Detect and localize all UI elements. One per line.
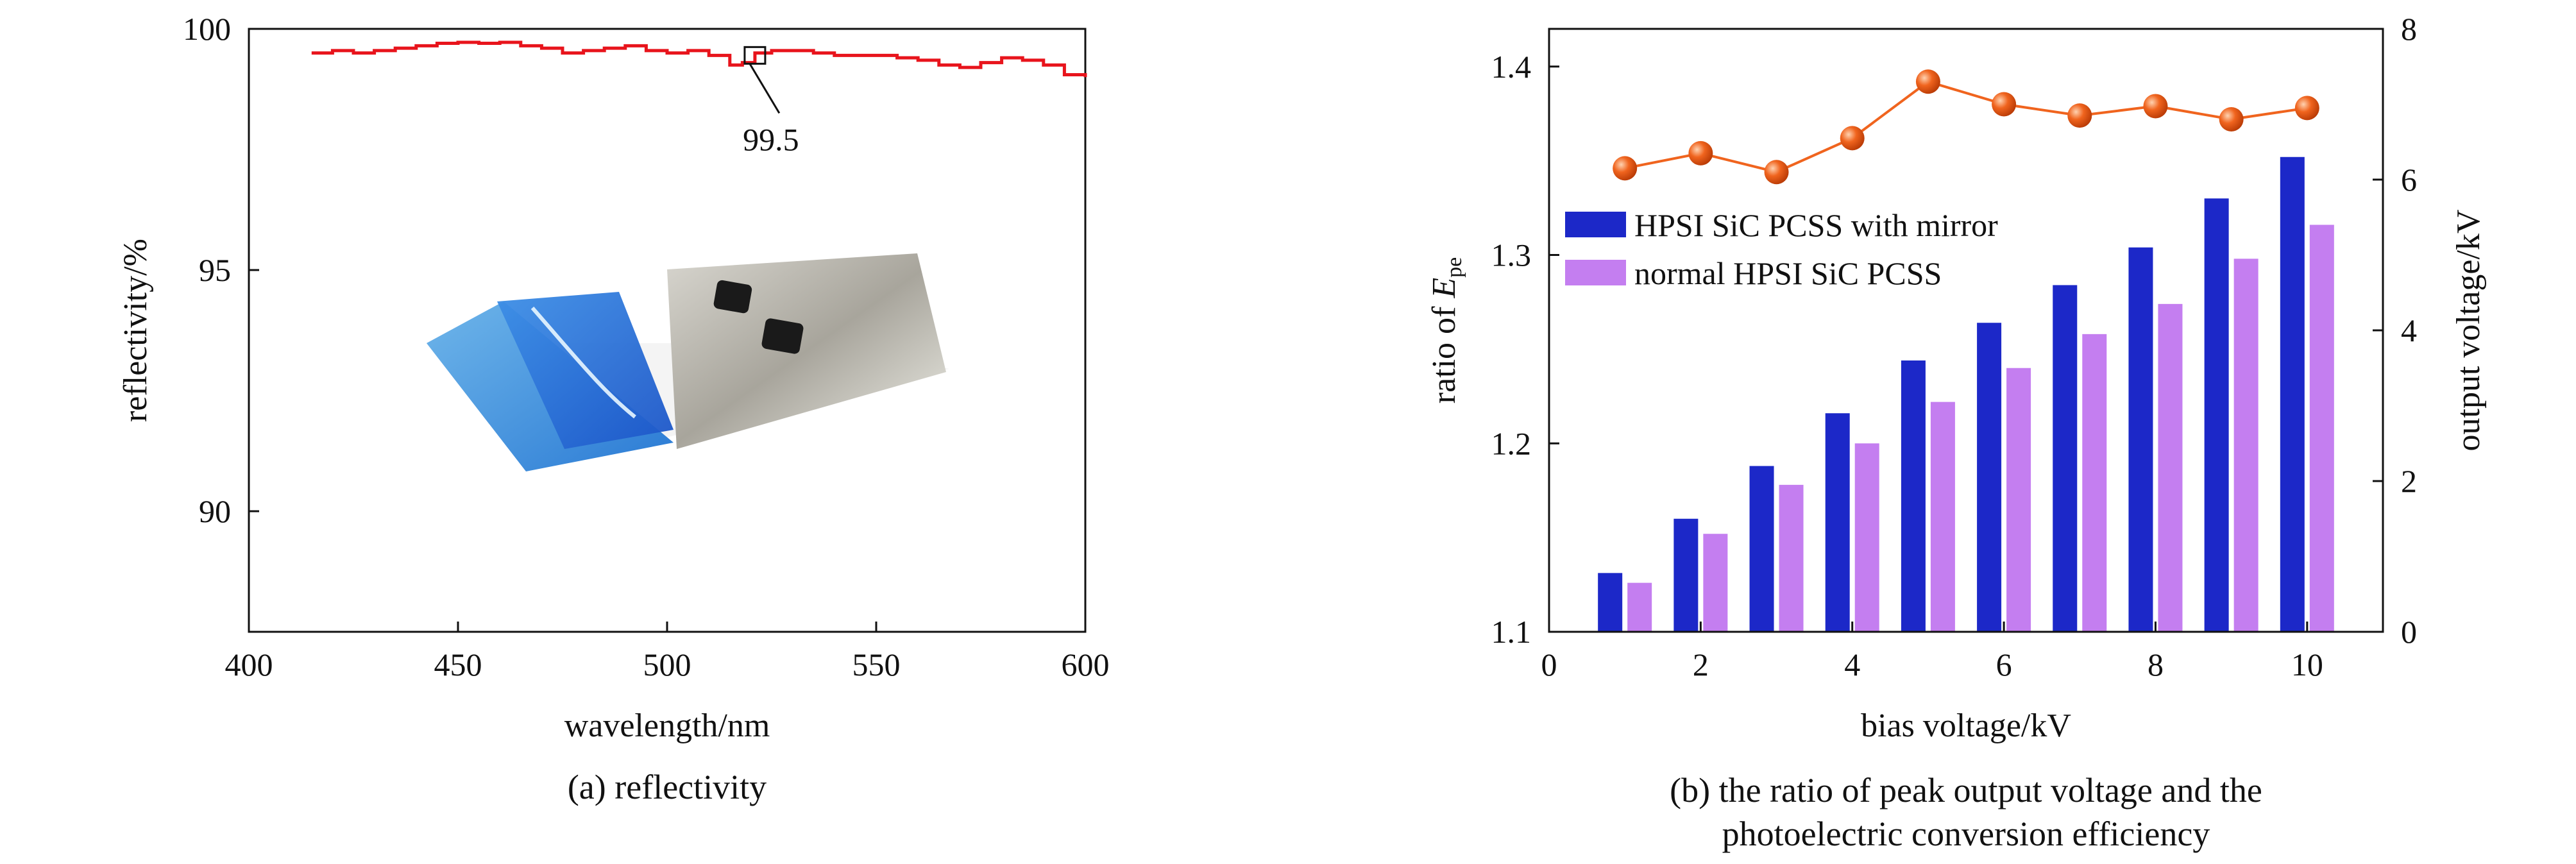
y2-tick-label: 4 — [2401, 312, 2417, 348]
normal-bar — [2158, 303, 2183, 632]
y2-axis-label: output voltage/kV — [2450, 210, 2487, 452]
reflectivity-chart: 400 450 500 550 600 90 95 100 99.5 wavelength/nm r… — [117, 11, 1110, 806]
normal-bar — [2082, 334, 2107, 632]
ratio-point — [1688, 140, 1713, 165]
normal-bar — [2233, 258, 2258, 632]
y-tick-label: 1.2 — [1491, 425, 1532, 461]
y-axis-label-symbol: E — [1426, 278, 1462, 299]
legend-swatch-normal — [1565, 260, 1626, 285]
x-axis-label: bias voltage/kV — [1861, 707, 2071, 744]
chart-caption-line: photoelectric conversion efficiency — [1722, 815, 2210, 853]
ratio-point — [1915, 69, 1940, 94]
sample-photo-inset — [427, 253, 949, 471]
normal-bar — [1703, 534, 1728, 632]
x-tick-label: 400 — [225, 647, 273, 682]
annotation-leader-line — [749, 63, 781, 114]
mirror-bar — [1901, 360, 1926, 632]
y2-tick-label: 0 — [2401, 614, 2417, 650]
annotation-marker-box — [743, 46, 767, 65]
x-tick-label: 450 — [434, 647, 482, 682]
plot-frame — [248, 28, 1087, 633]
legend-label-normal: normal HPSI SiC PCSS — [1634, 255, 1942, 291]
y-tick-label: 100 — [183, 11, 231, 47]
y2-tick-label: 2 — [2401, 463, 2417, 499]
y-tick-label: 1.3 — [1491, 237, 1532, 273]
normal-bar — [1854, 443, 1879, 632]
chart-caption: (a) reflectivity — [568, 768, 767, 806]
normal-bar — [2309, 224, 2334, 632]
y-tick-label: 90 — [199, 493, 231, 529]
x-tick-label: 0 — [1541, 647, 1557, 682]
y2-tick-label: 8 — [2401, 11, 2417, 47]
legend-label-mirror: HPSI SiC PCSS with mirror — [1634, 207, 1998, 243]
normal-bar — [1930, 402, 1955, 632]
chart-caption-line: (b) the ratio of peak output voltage and… — [1670, 771, 2262, 809]
mirror-bar — [1825, 413, 1850, 632]
y-tick-label: 1.4 — [1491, 49, 1532, 85]
y-axis-label-prefix: ratio of — [1426, 298, 1462, 404]
mirror-bar — [2053, 285, 2078, 632]
reflectivity-series-line — [311, 40, 1087, 78]
mirror-bar — [1674, 518, 1699, 632]
normal-bar — [1627, 582, 1652, 632]
x-tick-label: 600 — [1062, 647, 1110, 682]
mirror-bar — [2204, 198, 2229, 632]
x-tick-label: 550 — [852, 647, 901, 682]
mirror-bar — [1977, 323, 2002, 632]
x-tick-label: 6 — [1996, 647, 2012, 682]
y2-tick-label: 6 — [2401, 162, 2417, 198]
ratio-and-output-voltage-chart: 0 2 4 6 8 10 1.1 1.2 1.3 1.4 0 2 4 6 8 HPSI SiC PCSS wi… — [1426, 11, 2487, 853]
x-tick-label: 2 — [1693, 647, 1709, 682]
ratio-point — [1764, 160, 1789, 185]
ratio-point — [2294, 96, 2319, 121]
mirror-bar — [2280, 157, 2305, 632]
normal-bar — [1779, 484, 1804, 632]
legend-swatch-mirror — [1565, 212, 1626, 237]
y-axis-label: reflectivity/% — [117, 239, 154, 422]
x-tick-label: 4 — [1844, 647, 1860, 682]
x-axis-label: wavelength/nm — [564, 707, 770, 744]
mirror-bar — [1749, 466, 1774, 632]
x-tick-label: 500 — [643, 647, 691, 682]
ratio-point — [1992, 92, 2017, 117]
mirror-bar — [2128, 247, 2153, 632]
x-tick-label: 8 — [2148, 647, 2164, 682]
normal-bar — [2006, 368, 2031, 632]
ratio-point — [2219, 107, 2244, 131]
annotation-label: 99.5 — [743, 121, 799, 157]
y-axis-label-subscript: pe — [1443, 257, 1466, 278]
ratio-point — [2067, 103, 2092, 128]
ratio-series-line — [1624, 80, 2308, 174]
y-axis-label: ratio of Epe — [1426, 257, 1466, 403]
x-tick-label: 10 — [2291, 647, 2323, 682]
ratio-point — [2143, 94, 2168, 119]
ratio-point — [1613, 156, 1638, 181]
y-tick-label: 1.1 — [1491, 614, 1532, 650]
y-tick-label: 95 — [199, 252, 231, 288]
ratio-point — [1840, 126, 1865, 151]
mirror-bar — [1598, 573, 1623, 632]
